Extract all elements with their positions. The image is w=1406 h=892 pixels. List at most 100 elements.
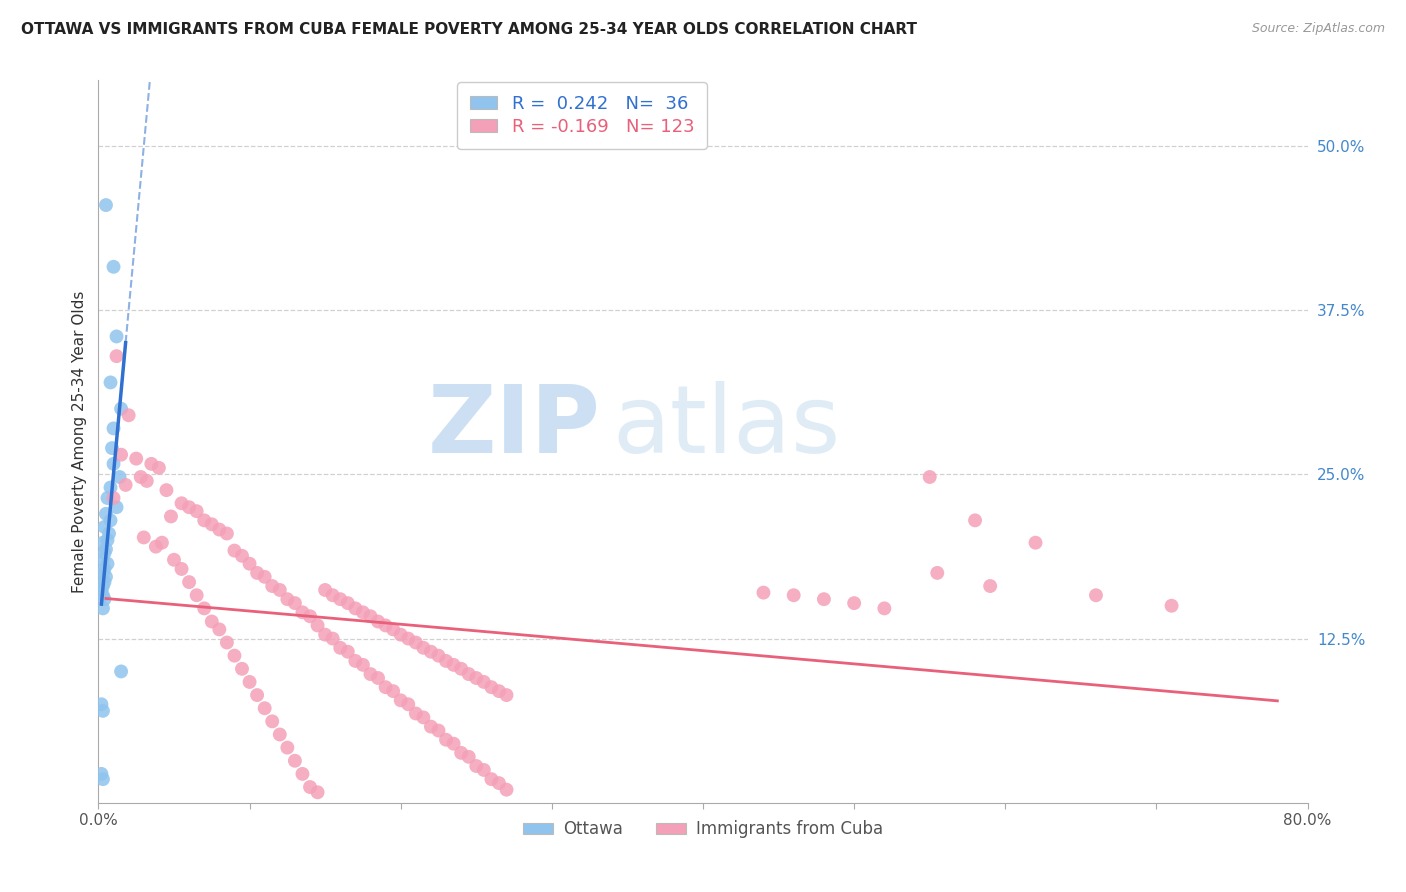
Point: [239, 557, 262, 571]
Point: [155, 483, 177, 497]
Point: [457, 667, 479, 681]
Point: [299, 609, 322, 624]
Point: [382, 684, 405, 698]
Point: [307, 785, 329, 799]
Point: [201, 615, 224, 629]
Point: [434, 732, 457, 747]
Point: [382, 623, 405, 637]
Point: [374, 618, 396, 632]
Point: [231, 662, 253, 676]
Point: [98, 526, 121, 541]
Point: [927, 566, 949, 580]
Point: [360, 609, 382, 624]
Point: [100, 376, 122, 390]
Point: [367, 615, 389, 629]
Point: [100, 481, 122, 495]
Point: [443, 657, 465, 672]
Point: [396, 632, 419, 646]
Point: [396, 698, 419, 712]
Point: [145, 540, 167, 554]
Point: [132, 531, 155, 545]
Point: [299, 780, 322, 794]
Point: [336, 596, 359, 610]
Point: [103, 491, 125, 505]
Point: [420, 720, 443, 734]
Point: [103, 421, 125, 435]
Point: [344, 601, 367, 615]
Point: [269, 582, 291, 597]
Point: [103, 457, 125, 471]
Point: [262, 579, 284, 593]
Point: [495, 688, 517, 702]
Point: [472, 675, 495, 690]
Point: [329, 640, 352, 655]
Point: [94, 198, 117, 212]
Point: [208, 523, 231, 537]
Point: [108, 470, 131, 484]
Point: [488, 684, 510, 698]
Point: [752, 585, 775, 599]
Point: [91, 772, 114, 786]
Point: [193, 601, 215, 615]
Point: [389, 627, 412, 641]
Point: [405, 635, 427, 649]
Text: ZIP: ZIP: [427, 381, 600, 473]
Point: [472, 763, 495, 777]
Point: [94, 570, 117, 584]
Point: [367, 671, 389, 685]
Point: [170, 496, 193, 510]
Point: [276, 592, 298, 607]
Point: [427, 723, 450, 738]
Point: [443, 737, 465, 751]
Point: [170, 562, 193, 576]
Point: [94, 542, 117, 557]
Point: [215, 526, 238, 541]
Point: [918, 470, 941, 484]
Point: [412, 710, 434, 724]
Point: [91, 566, 114, 580]
Point: [110, 401, 132, 416]
Point: [314, 627, 336, 641]
Point: [457, 749, 479, 764]
Point: [101, 441, 124, 455]
Point: [420, 645, 443, 659]
Point: [103, 260, 125, 274]
Point: [231, 549, 253, 563]
Point: [405, 706, 427, 721]
Point: [91, 704, 114, 718]
Point: [105, 329, 128, 343]
Point: [322, 632, 344, 646]
Point: [129, 470, 152, 484]
Point: [193, 513, 215, 527]
Point: [374, 680, 396, 694]
Point: [179, 500, 201, 515]
Point: [269, 727, 291, 741]
Point: [118, 409, 141, 423]
Point: [91, 588, 114, 602]
Point: [246, 688, 269, 702]
Point: [208, 623, 231, 637]
Point: [427, 648, 450, 663]
Point: [160, 509, 183, 524]
Point: [141, 457, 163, 471]
Point: [96, 533, 118, 547]
Point: [96, 557, 118, 571]
Point: [389, 693, 412, 707]
Point: [186, 588, 208, 602]
Point: [135, 474, 157, 488]
Point: [224, 648, 246, 663]
Point: [179, 575, 201, 590]
Point: [1024, 535, 1046, 549]
Point: [291, 767, 314, 781]
Point: [100, 513, 122, 527]
Point: [488, 776, 510, 790]
Text: atlas: atlas: [613, 381, 841, 473]
Point: [336, 645, 359, 659]
Point: [90, 698, 112, 712]
Point: [93, 520, 115, 534]
Point: [783, 588, 806, 602]
Point: [481, 680, 503, 694]
Point: [148, 460, 170, 475]
Point: [90, 582, 112, 597]
Legend: Ottawa, Immigrants from Cuba: Ottawa, Immigrants from Cuba: [516, 814, 890, 845]
